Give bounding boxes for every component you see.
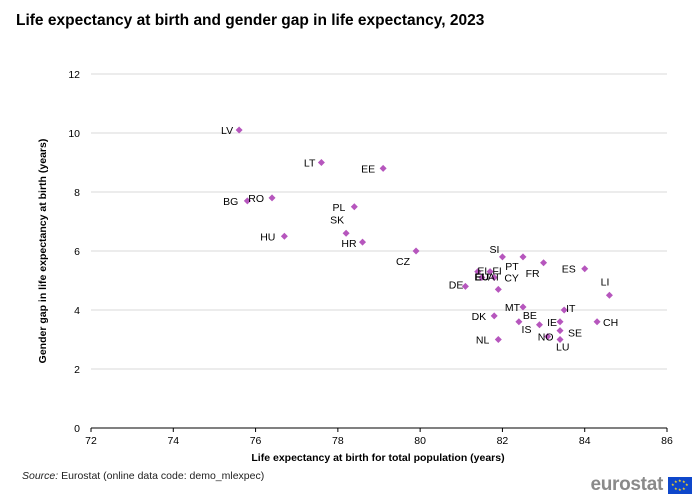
data-label-pt: PT xyxy=(505,261,519,273)
data-point-fi xyxy=(486,268,494,276)
data-label-sk: SK xyxy=(330,214,344,226)
eu-flag-icon: ★ ★ ★ ★ ★ ★ ★ ★ xyxy=(668,476,692,494)
data-label-hr: HR xyxy=(341,238,357,250)
data-label-el: EL xyxy=(477,266,490,278)
logo-text: eurostat xyxy=(590,474,663,495)
x-tick-label: 78 xyxy=(332,435,344,447)
data-label-pl: PL xyxy=(332,202,345,214)
x-tick-label: 74 xyxy=(167,435,179,447)
data-point-es xyxy=(581,265,589,273)
source-note: Source: Eurostat (online data code: demo… xyxy=(22,470,264,482)
eurostat-logo: eurostat ★ ★ ★ ★ ★ ★ ★ ★ xyxy=(590,474,692,496)
data-point-fr xyxy=(540,259,548,267)
data-point-mt xyxy=(519,303,527,311)
data-label-be: BE xyxy=(523,310,537,322)
data-point-cy xyxy=(494,285,502,293)
data-point-no xyxy=(544,333,552,341)
data-label-dk: DK xyxy=(472,311,487,323)
data-point-sk xyxy=(342,229,350,237)
y-tick-label: 12 xyxy=(68,69,80,81)
x-tick-label: 82 xyxy=(497,435,509,447)
data-point-ro xyxy=(268,194,276,202)
data-point-si xyxy=(498,253,506,261)
x-tick-label: 84 xyxy=(579,435,591,447)
x-axis-label: Life expectancy at birth for total popul… xyxy=(251,452,504,464)
data-point-it xyxy=(560,306,568,314)
data-point-is xyxy=(535,321,543,329)
x-tick-labels: 72 74 76 78 80 82 84 86 xyxy=(85,428,673,447)
data-label-it: IT xyxy=(566,303,576,315)
x-tick-label: 80 xyxy=(414,435,426,447)
y-tick-label: 6 xyxy=(74,246,80,258)
data-label-cz: CZ xyxy=(396,256,411,268)
data-label-se: SE xyxy=(568,328,582,340)
x-tick-label: 72 xyxy=(85,435,97,447)
data-point-hu xyxy=(280,232,288,240)
data-point-ch xyxy=(593,318,601,326)
y-tick-label: 10 xyxy=(68,128,80,140)
y-tick-label: 2 xyxy=(74,364,80,376)
data-point-pl xyxy=(350,203,358,211)
data-label-bg: BG xyxy=(223,196,238,208)
data-point-el xyxy=(474,268,482,276)
data-point-pt xyxy=(519,253,527,261)
data-label-li: LI xyxy=(601,276,610,288)
data-label-hu: HU xyxy=(260,231,275,243)
data-label-cy: CY xyxy=(504,272,519,284)
data-label-de: DE xyxy=(449,279,464,291)
y-tick-label: 0 xyxy=(74,423,80,435)
gridlines xyxy=(91,73,667,429)
data-point-bg xyxy=(243,197,251,205)
data-point-de xyxy=(461,282,469,290)
data-point-li xyxy=(605,291,613,299)
data-point-ie xyxy=(556,318,564,326)
data-label-ee: EE xyxy=(361,163,375,175)
data-point-be xyxy=(515,318,523,326)
data-label-es: ES xyxy=(562,264,576,276)
data-point-eu xyxy=(478,274,486,282)
data-point-lv xyxy=(235,126,243,134)
y-tick-label: 4 xyxy=(74,305,80,317)
data-point-ee xyxy=(379,164,387,172)
y-tick-labels: 0 2 4 6 8 10 12 xyxy=(68,69,80,435)
data-label-eu: EU xyxy=(475,272,490,284)
data-label-no: NO xyxy=(538,332,554,344)
data-points xyxy=(235,126,613,343)
source-label: Source: xyxy=(22,470,59,482)
data-label-is: IS xyxy=(522,324,532,336)
data-label-fi: FI xyxy=(492,266,501,278)
data-label-ch: CH xyxy=(603,317,618,329)
data-label-lv: LV xyxy=(221,125,233,137)
data-point-dk xyxy=(490,312,498,320)
data-label-lt: LT xyxy=(304,158,316,170)
y-tick-label: 8 xyxy=(74,187,80,199)
data-point-se xyxy=(556,327,564,335)
chart-title: Life expectancy at birth and gender gap … xyxy=(16,12,485,29)
y-axis-label: Gender gap in life expectancy at birth (… xyxy=(37,139,49,364)
data-point-lu xyxy=(556,336,564,343)
data-point-hr xyxy=(359,238,367,246)
data-label-fr: FR xyxy=(526,268,540,280)
x-tick-label: 76 xyxy=(250,435,262,447)
source-text: Eurostat (online data code: demo_mlexpec… xyxy=(61,470,265,482)
data-label-si: SI xyxy=(490,244,500,256)
data-point-nl xyxy=(494,336,502,343)
x-tick-label: 86 xyxy=(661,435,673,447)
data-label-lu: LU xyxy=(556,342,569,354)
data-label-at: AT xyxy=(488,272,501,284)
data-label-ro: RO xyxy=(248,193,264,205)
data-label-mt: MT xyxy=(505,302,521,314)
data-label-nl: NL xyxy=(476,335,490,347)
data-point-at xyxy=(490,274,498,282)
data-point-lt xyxy=(317,159,325,166)
data-label-ie: IE xyxy=(547,317,557,329)
data-point-cz xyxy=(412,247,420,255)
